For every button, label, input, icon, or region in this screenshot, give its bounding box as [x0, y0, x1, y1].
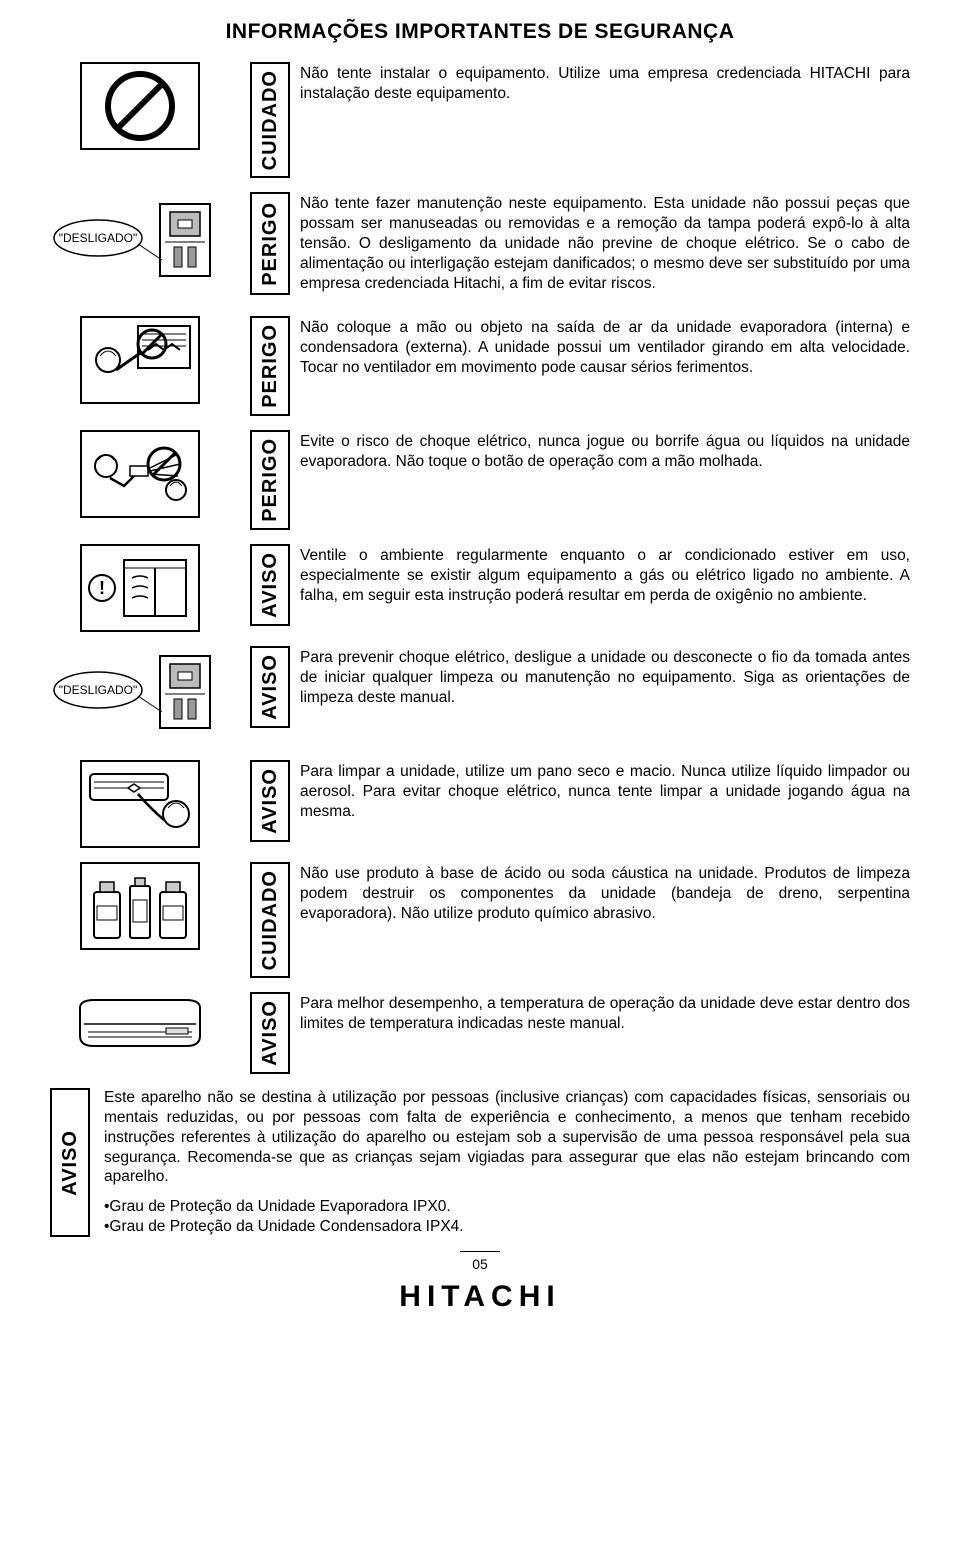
safety-rows: CUIDADO Não tente instalar o equipamento…: [50, 62, 910, 1074]
chemicals-icon: [50, 862, 230, 950]
final-warning-text: Este aparelho não se destina à utilizaçã…: [104, 1088, 910, 1187]
warning-label: PERIGO: [259, 432, 282, 528]
warning-label: AVISO: [259, 994, 282, 1072]
hand-in-unit-icon: [50, 316, 230, 404]
breaker-off-icon: "DESLIGADO": [50, 646, 230, 746]
ac-unit-icon: [50, 992, 230, 1064]
safety-row: ! AVISO Ventile o ambiente regularmente …: [50, 544, 910, 632]
warning-text: Ventile o ambiente regularmente enquanto…: [300, 544, 910, 626]
cleaning-icon: [50, 760, 230, 848]
prohibition-icon: [50, 62, 230, 150]
page-number: 05: [460, 1251, 500, 1272]
warning-label-box: PERIGO: [250, 430, 290, 530]
warning-label-box: PERIGO: [250, 316, 290, 416]
warning-label: PERIGO: [259, 318, 282, 414]
svg-text:!: !: [99, 578, 105, 598]
svg-text:"DESLIGADO": "DESLIGADO": [59, 683, 138, 697]
footer-logo: HITACHI: [50, 1280, 910, 1314]
safety-row: "DESLIGADO" PERIGO Não tente fazer manut…: [50, 192, 910, 302]
safety-row: CUIDADO Não tente instalar o equipamento…: [50, 62, 910, 178]
final-warning-body: Este aparelho não se destina à utilizaçã…: [104, 1088, 910, 1237]
warning-label-box: AVISO: [250, 544, 290, 626]
warning-text: Para melhor desempenho, a temperatura de…: [300, 992, 910, 1074]
safety-row: AVISO Para melhor desempenho, a temperat…: [50, 992, 910, 1074]
safety-row: PERIGO Evite o risco de choque elétrico,…: [50, 430, 910, 530]
warning-text: Evite o risco de choque elétrico, nunca …: [300, 430, 910, 530]
warning-label: AVISO: [259, 648, 282, 726]
warning-label: PERIGO: [259, 196, 282, 292]
warning-label: CUIDADO: [259, 64, 282, 176]
warning-label-box: AVISO: [250, 760, 290, 842]
warning-label-box: AVISO: [250, 646, 290, 728]
warning-text: Não use produto à base de ácido ou soda …: [300, 862, 910, 978]
page-title: INFORMAÇÕES IMPORTANTES DE SEGURANÇA: [50, 20, 910, 44]
breaker-off-icon: "DESLIGADO": [50, 192, 230, 302]
ventilate-icon: !: [50, 544, 230, 632]
warning-label: AVISO: [259, 762, 282, 840]
svg-text:"DESLIGADO": "DESLIGADO": [59, 231, 138, 245]
warning-text: Não coloque a mão ou objeto na saída de …: [300, 316, 910, 416]
warning-text: Não tente fazer manutenção neste equipam…: [300, 192, 910, 295]
spray-water-icon: [50, 430, 230, 518]
warning-label: CUIDADO: [259, 864, 282, 976]
warning-label: AVISO: [59, 1124, 82, 1202]
warning-label-box: PERIGO: [250, 192, 290, 295]
safety-row: AVISO Para limpar a unidade, utilize um …: [50, 760, 910, 848]
warning-text: Não tente instalar o equipamento. Utiliz…: [300, 62, 910, 178]
safety-row: "DESLIGADO" AVISO Para prevenir choque e…: [50, 646, 910, 746]
warning-label-box: CUIDADO: [250, 862, 290, 978]
warning-label: AVISO: [259, 546, 282, 624]
warning-label-box: CUIDADO: [250, 62, 290, 178]
safety-row: PERIGO Não coloque a mão ou objeto na sa…: [50, 316, 910, 416]
warning-label-box: AVISO: [250, 992, 290, 1074]
final-warning-row: AVISO Este aparelho não se destina à uti…: [50, 1088, 910, 1237]
warning-label-box: AVISO: [50, 1088, 90, 1237]
warning-text: Para limpar a unidade, utilize um pano s…: [300, 760, 910, 842]
warning-text: Para prevenir choque elétrico, desligue …: [300, 646, 910, 728]
bullet-item: •Grau de Proteção da Unidade Evaporadora…: [104, 1197, 910, 1217]
bullet-item: •Grau de Proteção da Unidade Condensador…: [104, 1217, 910, 1237]
safety-row: CUIDADO Não use produto à base de ácido …: [50, 862, 910, 978]
